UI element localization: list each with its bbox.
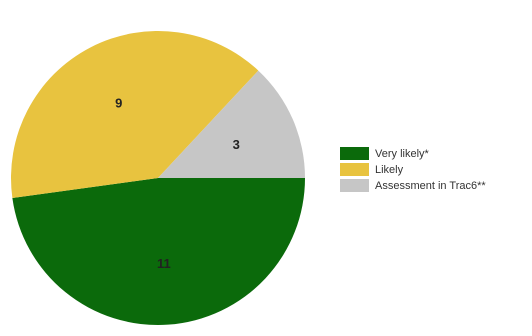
legend-label-assessment-in-trac6: Assessment in Trac6** xyxy=(375,180,486,192)
pie-value-label-likely: 9 xyxy=(115,95,122,110)
pie-slices xyxy=(11,30,305,325)
legend-swatch-likely xyxy=(340,163,369,176)
pie-slice-likely[interactable] xyxy=(11,30,259,199)
pie-value-label-assessment-in-trac6: 3 xyxy=(233,137,240,152)
legend-swatch-very-likely xyxy=(340,147,369,160)
pie-slice-assessment-in-trac6[interactable] xyxy=(158,70,305,178)
pie-slice-very-likely[interactable] xyxy=(12,178,305,325)
legend: Very likely* Likely Assessment in Trac6** xyxy=(340,147,486,192)
legend-swatch-assessment-in-trac6 xyxy=(340,179,369,192)
legend-label-likely: Likely xyxy=(375,164,404,176)
pie-value-label-very-likely: 11 xyxy=(157,256,171,271)
legend-label-very-likely: Very likely* xyxy=(375,148,430,160)
pie-labels: 11 9 3 xyxy=(115,95,240,271)
